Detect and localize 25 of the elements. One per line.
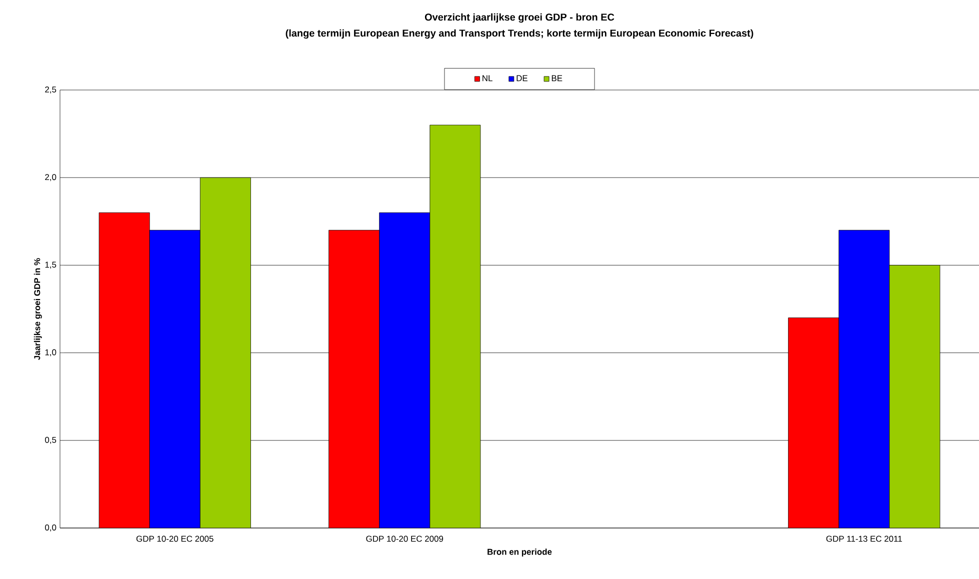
x-tick-label: GDP 11-13 EC 2011 xyxy=(826,536,902,542)
y-tick-label: 0,0 xyxy=(45,524,56,532)
bar xyxy=(200,177,251,528)
y-axis-title: Jaarlijkse groei GDP in % xyxy=(34,258,42,360)
bar xyxy=(379,212,430,528)
bar xyxy=(889,265,940,528)
legend-label: NL xyxy=(482,75,492,82)
bar xyxy=(328,230,380,528)
legend-label: BE xyxy=(552,75,562,82)
y-tick-label: 2,0 xyxy=(45,174,56,182)
bar xyxy=(149,230,200,528)
bar xyxy=(788,318,840,528)
bar xyxy=(838,230,890,528)
y-tick-label: 2,5 xyxy=(45,86,56,94)
x-tick-label: GDP 10-20 EC 2009 xyxy=(366,536,444,542)
x-tick-label: GDP 10-20 EC 2005 xyxy=(136,536,214,542)
y-tick-label: 1,0 xyxy=(45,349,56,356)
chart-title: Overzicht jaarlijkse groei GDP - bron EC xyxy=(424,13,614,23)
legend-label: DE xyxy=(516,75,528,82)
chart-subtitle: (lange termijn European Energy and Transport Trends; korte termijn European Economic Forecast) xyxy=(286,29,754,39)
y-tick-label: 0,5 xyxy=(45,436,56,444)
x-axis-title: Bron en periode xyxy=(488,548,552,556)
bar xyxy=(430,124,481,528)
bar xyxy=(98,212,150,528)
y-tick-label: 1,5 xyxy=(45,262,56,269)
